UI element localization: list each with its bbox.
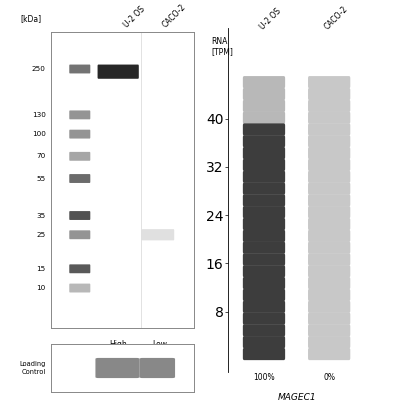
FancyBboxPatch shape <box>243 112 285 124</box>
FancyBboxPatch shape <box>308 100 350 112</box>
Text: 0%: 0% <box>323 373 335 382</box>
FancyBboxPatch shape <box>69 284 90 292</box>
Text: [kDa]: [kDa] <box>20 14 41 23</box>
FancyBboxPatch shape <box>243 123 285 136</box>
FancyBboxPatch shape <box>243 312 285 325</box>
FancyBboxPatch shape <box>308 76 350 88</box>
FancyBboxPatch shape <box>243 253 285 266</box>
FancyBboxPatch shape <box>308 301 350 313</box>
Text: 100: 100 <box>32 131 46 137</box>
FancyBboxPatch shape <box>243 100 285 112</box>
Text: RNA
[TPM]: RNA [TPM] <box>211 37 233 56</box>
FancyBboxPatch shape <box>308 242 350 254</box>
FancyBboxPatch shape <box>308 206 350 218</box>
Text: U-2 OS: U-2 OS <box>122 4 147 29</box>
FancyBboxPatch shape <box>308 112 350 124</box>
FancyBboxPatch shape <box>308 336 350 348</box>
FancyBboxPatch shape <box>308 194 350 206</box>
FancyBboxPatch shape <box>308 135 350 147</box>
FancyBboxPatch shape <box>243 135 285 147</box>
Text: Low: Low <box>152 340 167 349</box>
Text: 25: 25 <box>36 232 46 238</box>
FancyBboxPatch shape <box>243 301 285 313</box>
FancyBboxPatch shape <box>308 348 350 360</box>
FancyBboxPatch shape <box>243 182 285 195</box>
FancyBboxPatch shape <box>142 229 174 240</box>
Text: Loading
Control: Loading Control <box>19 361 46 375</box>
Text: CACO-2: CACO-2 <box>323 4 350 31</box>
FancyBboxPatch shape <box>243 348 285 360</box>
FancyBboxPatch shape <box>243 289 285 301</box>
Text: High: High <box>109 340 127 349</box>
FancyBboxPatch shape <box>96 358 139 378</box>
FancyBboxPatch shape <box>243 265 285 278</box>
FancyBboxPatch shape <box>308 277 350 289</box>
Text: 10: 10 <box>36 285 46 291</box>
FancyBboxPatch shape <box>69 152 90 161</box>
FancyBboxPatch shape <box>243 242 285 254</box>
Text: CACO-2: CACO-2 <box>161 2 188 29</box>
FancyBboxPatch shape <box>308 230 350 242</box>
FancyBboxPatch shape <box>69 130 90 138</box>
FancyBboxPatch shape <box>308 265 350 278</box>
FancyBboxPatch shape <box>308 218 350 230</box>
Text: 15: 15 <box>36 266 46 272</box>
FancyBboxPatch shape <box>308 289 350 301</box>
Text: 70: 70 <box>36 153 46 159</box>
Text: 130: 130 <box>32 112 46 118</box>
FancyBboxPatch shape <box>139 358 175 378</box>
FancyBboxPatch shape <box>69 230 90 239</box>
Text: U-2 OS: U-2 OS <box>258 6 282 31</box>
FancyBboxPatch shape <box>243 206 285 218</box>
FancyBboxPatch shape <box>243 277 285 289</box>
FancyBboxPatch shape <box>243 76 285 88</box>
Text: 55: 55 <box>36 176 46 182</box>
FancyBboxPatch shape <box>69 211 90 220</box>
FancyBboxPatch shape <box>308 147 350 159</box>
FancyBboxPatch shape <box>308 123 350 136</box>
FancyBboxPatch shape <box>243 171 285 183</box>
FancyBboxPatch shape <box>308 171 350 183</box>
FancyBboxPatch shape <box>69 174 90 183</box>
FancyBboxPatch shape <box>98 64 139 79</box>
Text: 100%: 100% <box>253 373 275 382</box>
FancyBboxPatch shape <box>243 88 285 100</box>
Text: MAGEC1: MAGEC1 <box>277 393 316 400</box>
FancyBboxPatch shape <box>243 194 285 206</box>
Text: 250: 250 <box>32 66 46 72</box>
FancyBboxPatch shape <box>308 159 350 171</box>
FancyBboxPatch shape <box>69 264 90 273</box>
FancyBboxPatch shape <box>69 64 90 74</box>
FancyBboxPatch shape <box>69 110 90 119</box>
FancyBboxPatch shape <box>243 336 285 348</box>
FancyBboxPatch shape <box>243 230 285 242</box>
FancyBboxPatch shape <box>308 88 350 100</box>
FancyBboxPatch shape <box>243 324 285 336</box>
FancyBboxPatch shape <box>308 253 350 266</box>
FancyBboxPatch shape <box>243 147 285 159</box>
FancyBboxPatch shape <box>308 312 350 325</box>
FancyBboxPatch shape <box>243 218 285 230</box>
FancyBboxPatch shape <box>308 324 350 336</box>
FancyBboxPatch shape <box>308 182 350 195</box>
Text: 35: 35 <box>36 212 46 218</box>
FancyBboxPatch shape <box>243 159 285 171</box>
